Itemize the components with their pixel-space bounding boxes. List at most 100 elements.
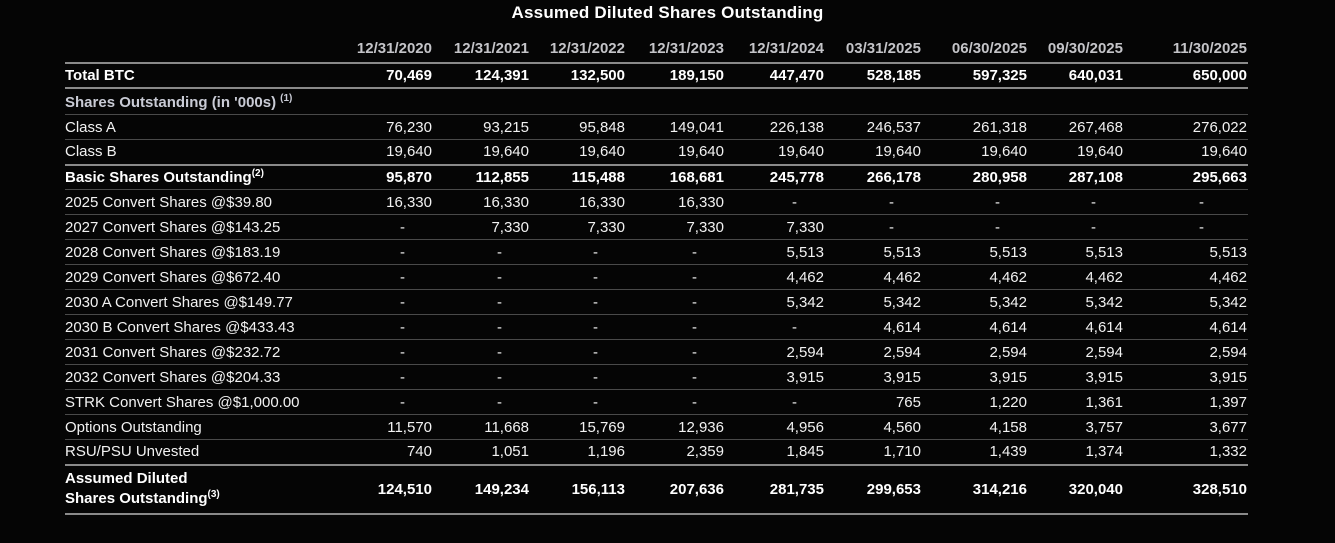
cell-value: 4,462	[725, 264, 825, 290]
cell-value: -	[1028, 189, 1124, 215]
cell-value: 124,510	[348, 464, 433, 515]
shares-table: 12/31/2020 12/31/2021 12/31/2022 12/31/2023…	[65, 32, 1248, 515]
row-label: Assumed Diluted Shares Outstanding(3)	[65, 464, 348, 515]
column-header: 03/31/2025	[825, 32, 922, 64]
cell-value: 11,668	[433, 414, 530, 440]
column-header: 12/31/2021	[433, 32, 530, 64]
cell-value: 16,330	[626, 189, 725, 215]
cell-value: 16,330	[348, 189, 433, 215]
row-label: 2030 A Convert Shares @$149.77	[65, 289, 348, 315]
cell-value: 2,594	[1028, 339, 1124, 365]
cell-value: 3,915	[1124, 364, 1248, 390]
cell-value: -	[626, 314, 725, 340]
cell-value: 112,855	[433, 164, 530, 190]
row-label: Options Outstanding	[65, 414, 348, 440]
row-label: Class B	[65, 139, 348, 166]
cell-value: 1,361	[1028, 389, 1124, 415]
table-row: Class A 76,230 93,215 95,848 149,041 226,138 2…	[65, 114, 1248, 140]
cell-value: 261,318	[922, 114, 1028, 140]
table-row: Options Outstanding 11,570 11,668 15,769 12,…	[65, 414, 1248, 440]
cell-value: 4,462	[922, 264, 1028, 290]
cell-value: 207,636	[626, 464, 725, 515]
cell-value: -	[348, 364, 433, 390]
cell-value: 7,330	[725, 214, 825, 240]
cell-value: 281,735	[725, 464, 825, 515]
cell-value: 650,000	[1124, 63, 1248, 89]
report-title: Assumed Diluted Shares Outstanding	[511, 3, 824, 22]
cell-value: 5,342	[922, 289, 1028, 315]
cell-value: 5,342	[1124, 289, 1248, 315]
cell-value: 19,640	[530, 139, 626, 166]
cell-value: -	[348, 214, 433, 240]
cell-value: 740	[348, 439, 433, 466]
cell-value: -	[433, 314, 530, 340]
cell-value: 3,757	[1028, 414, 1124, 440]
table-row: 2030 B Convert Shares @$433.43- - - - -4,614…	[65, 314, 1248, 340]
cell-value: 19,640	[922, 139, 1028, 166]
cell-value: 1,439	[922, 439, 1028, 466]
cell-value: -	[626, 264, 725, 290]
table-row: 2025 Convert Shares @$39.80 16,330 16,330 1…	[65, 189, 1248, 215]
cell-value: 189,150	[626, 63, 725, 89]
cell-value: -	[530, 264, 626, 290]
cell-value: -	[433, 364, 530, 390]
table-header-row: 12/31/2020 12/31/2021 12/31/2022 12/31/2023…	[65, 32, 1248, 64]
cell-value: 5,513	[825, 239, 922, 265]
cell-value: -	[433, 264, 530, 290]
cell-value: 7,330	[626, 214, 725, 240]
table-row: RSU/PSU Unvested 740 1,051 1,196 2,359 1,845 1…	[65, 439, 1248, 466]
cell-value: -	[626, 239, 725, 265]
cell-value: 4,462	[825, 264, 922, 290]
cell-value: -	[825, 189, 922, 215]
cell-value: 4,614	[825, 314, 922, 340]
row-label: 2028 Convert Shares @$183.19	[65, 239, 348, 265]
cell-value: -	[1028, 214, 1124, 240]
cell-value: -	[1124, 189, 1248, 215]
column-header: 06/30/2025	[922, 32, 1028, 64]
cell-value: 1,051	[433, 439, 530, 466]
cell-value: -	[530, 389, 626, 415]
column-header: 12/31/2022	[530, 32, 626, 64]
table-row: 2030 A Convert Shares @$149.77- - - -5,342 5…	[65, 289, 1248, 315]
cell-value: 2,594	[825, 339, 922, 365]
cell-value: 528,185	[825, 63, 922, 89]
cell-value: 5,513	[1028, 239, 1124, 265]
cell-value: 2,594	[725, 339, 825, 365]
cell-value: 95,870	[348, 164, 433, 190]
table-row: 2028 Convert Shares @$183.19- - - -5,513 5,5…	[65, 239, 1248, 265]
cell-value: 1,397	[1124, 389, 1248, 415]
cell-value: -	[348, 339, 433, 365]
cell-value: 276,022	[1124, 114, 1248, 140]
cell-value: -	[530, 239, 626, 265]
cell-value: -	[725, 314, 825, 340]
cell-value: 280,958	[922, 164, 1028, 190]
cell-value: -	[433, 239, 530, 265]
table-row: 2027 Convert Shares @$143.25-7,330 7,330 7…	[65, 214, 1248, 240]
cell-value: 4,614	[1028, 314, 1124, 340]
row-label: Basic Shares Outstanding(2)	[65, 164, 348, 190]
column-header: 12/31/2020	[348, 32, 433, 64]
cell-value: 267,468	[1028, 114, 1124, 140]
cell-value: 19,640	[626, 139, 725, 166]
cell-value: 1,220	[922, 389, 1028, 415]
cell-value: 328,510	[1124, 464, 1248, 515]
cell-value: 1,845	[725, 439, 825, 466]
column-header: 12/31/2023	[626, 32, 725, 64]
cell-value: 4,462	[1028, 264, 1124, 290]
cell-value: 19,640	[825, 139, 922, 166]
cell-value: -	[530, 314, 626, 340]
cell-value: -	[433, 339, 530, 365]
cell-value: 4,560	[825, 414, 922, 440]
column-header: 11/30/2025	[1124, 32, 1248, 64]
cell-value: 12,936	[626, 414, 725, 440]
cell-value: -	[922, 189, 1028, 215]
cell-value: 16,330	[433, 189, 530, 215]
cell-value: 765	[825, 389, 922, 415]
cell-value: 5,342	[725, 289, 825, 315]
cell-value: -	[626, 289, 725, 315]
cell-value: 124,391	[433, 63, 530, 89]
cell-value: -	[725, 389, 825, 415]
cell-value: 2,359	[626, 439, 725, 466]
cell-value: -	[433, 389, 530, 415]
